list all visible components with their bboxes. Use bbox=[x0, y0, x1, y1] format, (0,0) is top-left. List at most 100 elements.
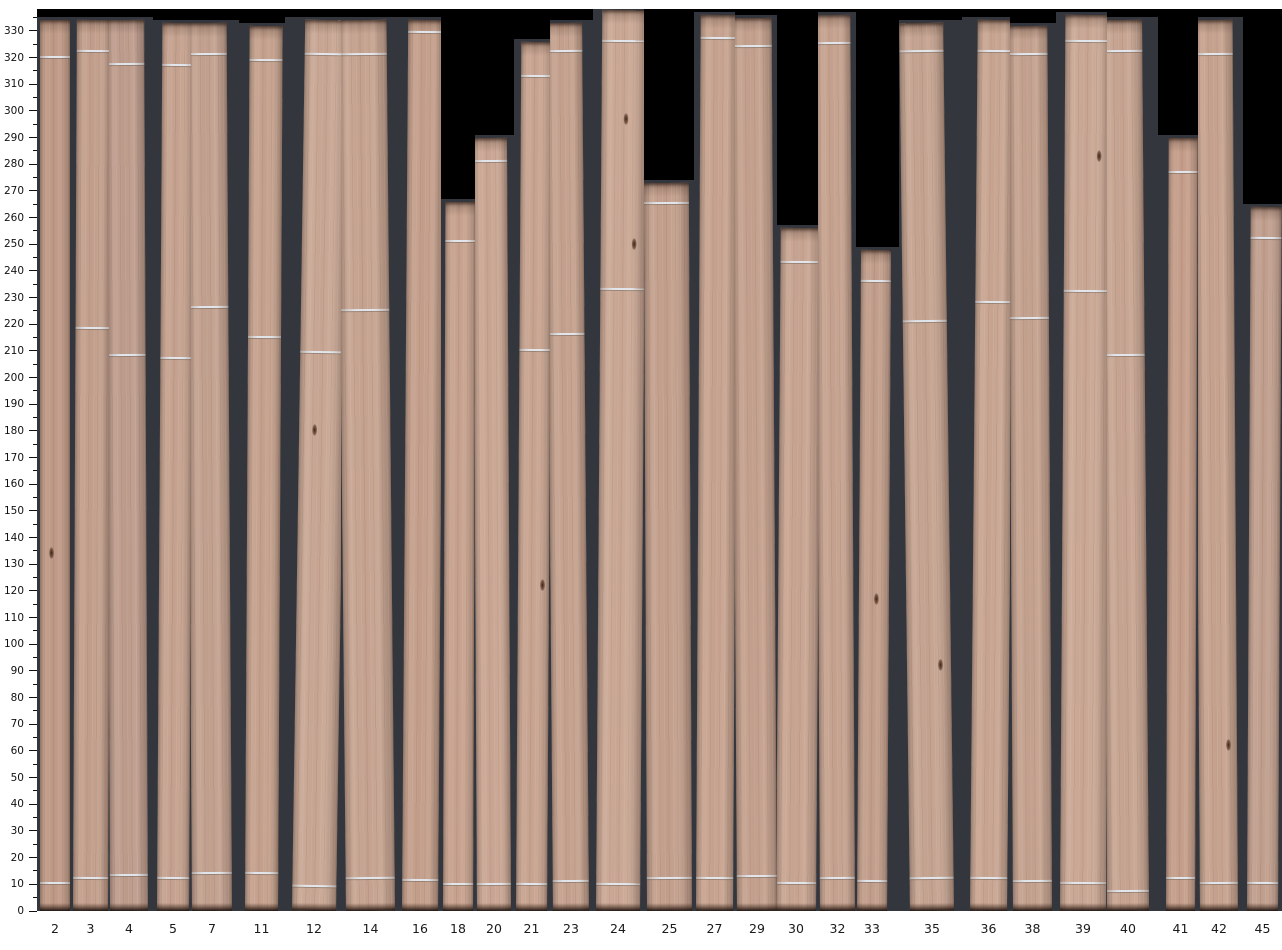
scribe-mark bbox=[780, 260, 818, 264]
scribe-mark bbox=[646, 876, 692, 880]
board bbox=[818, 14, 855, 911]
y-tick-label: 230 bbox=[3, 291, 24, 304]
board-strip bbox=[694, 12, 735, 911]
y-tick-label: 140 bbox=[3, 531, 24, 544]
scribe-mark bbox=[292, 884, 337, 888]
y-tick bbox=[33, 817, 37, 819]
scribe-mark bbox=[818, 42, 851, 45]
y-tick bbox=[33, 443, 37, 445]
x-tick-label: 4 bbox=[125, 921, 133, 936]
y-tick bbox=[29, 163, 37, 165]
scribe-mark bbox=[643, 202, 689, 205]
y-tick-label: 120 bbox=[3, 584, 24, 597]
scribe-mark bbox=[819, 876, 855, 880]
y-tick bbox=[29, 777, 37, 779]
y-tick bbox=[29, 483, 37, 485]
y-tick bbox=[33, 577, 37, 579]
scribe-mark bbox=[190, 52, 227, 56]
board bbox=[1247, 206, 1282, 911]
knot bbox=[312, 424, 318, 437]
scribe-mark bbox=[341, 52, 387, 56]
plot-area bbox=[37, 9, 1282, 911]
scribe-mark bbox=[1106, 890, 1149, 893]
y-tick-label: 30 bbox=[10, 824, 24, 837]
y-tick bbox=[33, 497, 37, 499]
y-tick bbox=[33, 177, 37, 179]
scribe-mark bbox=[443, 882, 474, 885]
y-tick bbox=[33, 603, 37, 605]
y-tick bbox=[29, 270, 37, 272]
board bbox=[475, 137, 511, 911]
x-tick-label: 23 bbox=[563, 921, 579, 936]
x-tick-label: 27 bbox=[706, 921, 723, 936]
scribe-mark bbox=[1106, 50, 1143, 53]
scribe-mark bbox=[1010, 52, 1048, 56]
y-tick-label: 220 bbox=[3, 318, 24, 331]
y-tick-label: 290 bbox=[3, 131, 24, 144]
y-tick bbox=[29, 243, 37, 245]
y-tick bbox=[29, 563, 37, 565]
y-tick bbox=[29, 617, 37, 619]
scribe-mark bbox=[1168, 170, 1198, 173]
y-tick bbox=[33, 683, 37, 685]
y-tick-label: 90 bbox=[10, 664, 24, 677]
y-tick bbox=[29, 830, 37, 832]
board bbox=[596, 9, 644, 911]
scribe-mark bbox=[970, 876, 1008, 880]
scribe-mark bbox=[735, 44, 772, 48]
scribe-mark bbox=[190, 306, 229, 309]
scribe-mark bbox=[160, 356, 191, 360]
scribe-mark bbox=[1012, 879, 1052, 882]
y-tick bbox=[33, 17, 37, 19]
scribe-mark bbox=[109, 874, 148, 877]
scribe-mark bbox=[245, 871, 279, 874]
scribe-mark bbox=[776, 882, 817, 885]
y-tick bbox=[29, 670, 37, 672]
scribe-mark bbox=[40, 882, 70, 885]
x-tick-label: 32 bbox=[829, 921, 846, 936]
scribe-mark bbox=[73, 876, 109, 880]
scribe-mark bbox=[552, 879, 589, 882]
scribe-mark bbox=[736, 874, 777, 877]
y-tick-label: 250 bbox=[3, 238, 24, 251]
x-tick-label: 18 bbox=[450, 921, 466, 936]
y-tick bbox=[33, 630, 37, 632]
board-strip bbox=[898, 20, 962, 911]
scribe-mark bbox=[516, 882, 548, 885]
scribe-mark bbox=[550, 50, 583, 53]
board-strip bbox=[152, 20, 191, 911]
board bbox=[516, 41, 550, 911]
y-tick bbox=[29, 643, 37, 645]
board bbox=[1060, 14, 1107, 911]
board bbox=[292, 20, 341, 911]
scribe-mark bbox=[975, 300, 1010, 304]
y-tick bbox=[29, 110, 37, 112]
y-tick bbox=[29, 430, 37, 432]
board-strip bbox=[1157, 134, 1198, 911]
y-tick bbox=[33, 230, 37, 232]
board-strip bbox=[592, 9, 644, 911]
y-tick bbox=[29, 510, 37, 512]
board bbox=[696, 14, 735, 911]
scribe-mark bbox=[408, 31, 441, 34]
scribe-mark bbox=[304, 52, 341, 56]
y-tick-label: 210 bbox=[3, 344, 24, 357]
x-tick-label: 36 bbox=[980, 921, 997, 936]
board-strip bbox=[1010, 22, 1056, 911]
knot bbox=[539, 579, 545, 592]
x-tick-label: 12 bbox=[306, 921, 322, 936]
board-strip bbox=[398, 17, 441, 911]
board-strip bbox=[475, 134, 514, 911]
y-tick bbox=[29, 697, 37, 699]
board-strip bbox=[285, 17, 341, 911]
board-strip bbox=[238, 22, 285, 911]
board bbox=[1010, 25, 1052, 911]
y-tick-label: 100 bbox=[3, 638, 24, 651]
scribe-mark bbox=[300, 351, 341, 355]
y-tick-label: 20 bbox=[10, 851, 24, 864]
x-tick-label: 40 bbox=[1120, 921, 1136, 936]
board bbox=[40, 20, 70, 911]
y-tick bbox=[33, 790, 37, 792]
y-tick bbox=[29, 323, 37, 325]
scribe-mark bbox=[857, 879, 888, 882]
